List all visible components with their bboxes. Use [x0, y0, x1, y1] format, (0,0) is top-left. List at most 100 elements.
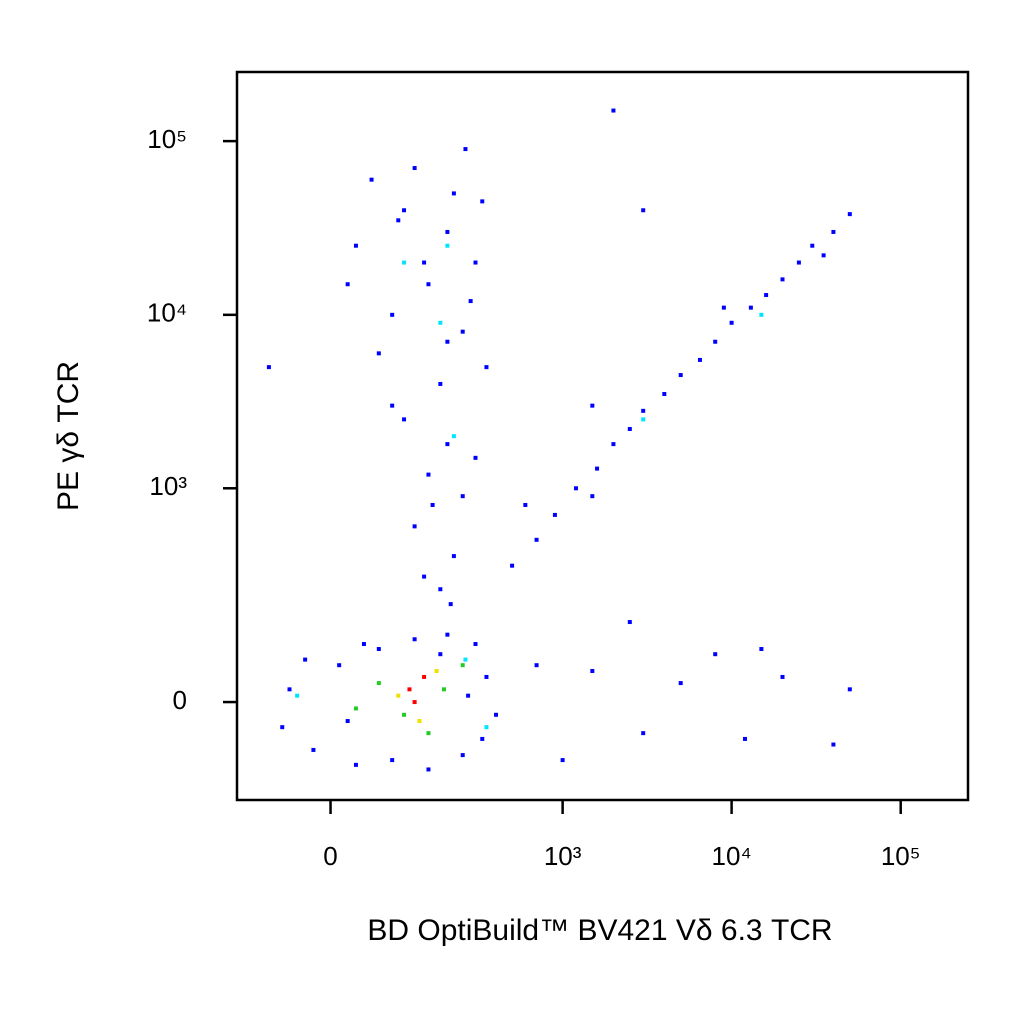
data-point: [678, 373, 683, 378]
data-point: [627, 620, 632, 625]
data-point: [821, 253, 826, 258]
data-point: [611, 108, 616, 113]
data-point: [847, 687, 852, 692]
data-point: [831, 229, 836, 234]
data-point: [480, 736, 485, 741]
data-point: [759, 312, 764, 317]
y-tick-label: 0: [173, 685, 187, 715]
data-point: [353, 243, 358, 248]
data-point: [445, 229, 450, 234]
data-point: [412, 524, 417, 529]
data-point: [426, 472, 431, 477]
data-point: [463, 147, 468, 152]
data-point: [345, 719, 350, 724]
data-point: [484, 725, 489, 730]
data-point: [780, 277, 785, 282]
data-point: [460, 753, 465, 758]
data-point: [402, 208, 407, 213]
data-point: [353, 706, 358, 711]
data-point: [451, 434, 456, 439]
data-point: [448, 602, 453, 607]
data-point: [396, 218, 401, 223]
data-point: [426, 282, 431, 287]
data-point: [451, 554, 456, 559]
data-point: [473, 260, 478, 265]
data-point: [460, 494, 465, 499]
data-point: [796, 260, 801, 265]
y-axis-title: PE γδ TCR: [52, 361, 85, 511]
data-point: [438, 320, 443, 325]
data-point: [438, 381, 443, 386]
data-point: [627, 427, 632, 432]
data-point: [473, 642, 478, 647]
data-point: [445, 243, 450, 248]
data-point: [590, 668, 595, 673]
data-point: [426, 767, 431, 772]
data-point: [831, 742, 836, 747]
data-point: [412, 166, 417, 171]
data-point: [748, 305, 753, 310]
data-point: [390, 403, 395, 408]
data-point: [463, 657, 468, 662]
data-point: [713, 652, 718, 657]
data-point: [721, 305, 726, 310]
data-point: [412, 637, 417, 642]
data-point: [434, 668, 439, 673]
data-point: [353, 762, 358, 767]
data-point: [780, 674, 785, 679]
data-point: [295, 693, 300, 698]
data-point: [369, 177, 374, 182]
data-point: [407, 687, 412, 692]
data-point: [573, 486, 578, 491]
data-point: [422, 674, 427, 679]
data-point: [438, 587, 443, 592]
data-point: [466, 693, 471, 698]
data-point: [590, 403, 595, 408]
data-point: [390, 758, 395, 763]
data-point: [534, 663, 539, 668]
data-point: [361, 642, 366, 647]
x-tick-label: 0: [323, 841, 337, 871]
data-point: [759, 647, 764, 652]
data-point: [611, 442, 616, 447]
data-point: [810, 243, 815, 248]
data-point: [402, 712, 407, 717]
data-point: [402, 260, 407, 265]
data-point: [337, 663, 342, 668]
data-point: [422, 260, 427, 265]
data-point: [595, 466, 600, 471]
data-point: [468, 299, 473, 304]
data-point: [445, 632, 450, 637]
data-point: [402, 417, 407, 422]
data-point: [460, 663, 465, 668]
data-point: [412, 700, 417, 705]
data-point: [641, 731, 646, 736]
data-point: [510, 563, 515, 568]
data-point: [847, 212, 852, 217]
x-tick-label: 10⁴: [712, 841, 752, 871]
data-point: [494, 712, 499, 717]
data-point: [376, 681, 381, 686]
y-tick-label: 10⁴: [147, 298, 187, 328]
data-point: [480, 199, 485, 204]
data-point: [280, 725, 285, 730]
y-tick-label: 10⁵: [147, 124, 187, 154]
data-point: [460, 329, 465, 334]
data-point: [390, 312, 395, 317]
data-point: [641, 208, 646, 213]
data-point: [445, 442, 450, 447]
y-tick-label: 10³: [149, 471, 187, 501]
data-point: [678, 681, 683, 686]
data-point: [396, 693, 401, 698]
data-point: [287, 687, 292, 692]
data-point: [345, 282, 350, 287]
data-point: [311, 747, 316, 752]
data-point: [451, 191, 456, 196]
data-point: [662, 392, 667, 397]
data-point: [552, 512, 557, 517]
data-point: [376, 351, 381, 356]
data-point: [534, 537, 539, 542]
data-point: [303, 657, 308, 662]
data-point: [473, 455, 478, 460]
